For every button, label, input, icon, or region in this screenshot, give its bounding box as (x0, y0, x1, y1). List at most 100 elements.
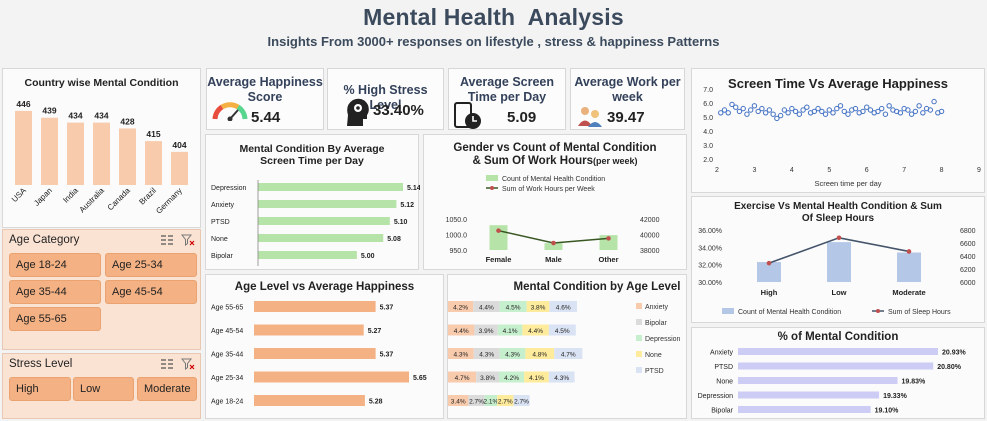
stress-chip-high[interactable]: High (9, 377, 71, 401)
age-condition-segment (513, 395, 530, 406)
exercise-y-tick: 32.00% (698, 263, 722, 270)
age-condition-segment (476, 371, 499, 383)
pct-condition-bar (738, 406, 871, 413)
scatter-point (792, 108, 799, 115)
exercise-line-marker (906, 249, 912, 254)
scatter-point (785, 110, 791, 116)
exercise-bar (827, 242, 851, 282)
screen-happiness-panel: Screen Time Vs Average Happiness 2.0 3.0 4… (691, 68, 985, 193)
gender-line-marker (551, 240, 556, 246)
page-subtitle: Insights From 3000+ responses on lifesty… (267, 34, 720, 49)
pct-condition-panel: % of Mental Condition Anxiety 20.93% PTSD 2… (691, 327, 985, 419)
exercise-x-tick: Low (832, 288, 847, 297)
dashboard-header: Mental Health Analysis Insights From 300… (0, 4, 987, 49)
country-tick-label: Germany (154, 186, 184, 216)
screen-condition-category-label: Anxiety (211, 202, 234, 209)
scatter-point (897, 110, 904, 116)
scatter-point (841, 108, 847, 115)
scatter-point (938, 108, 945, 115)
scatter-point (931, 98, 937, 105)
country-bar (41, 117, 58, 185)
age-condition-chart: 4.2% 4.4% 4.5% 3.8% 4.6% 4.4% 3.9% 4.1% 4.4% 4.5%… (448, 301, 681, 406)
age-condition-legend-label: Depression (645, 336, 681, 343)
exercise-y2-tick: 6600 (960, 241, 976, 248)
clear-filter-icon[interactable] (181, 358, 195, 370)
pct-condition-value-label: 20.80% (937, 364, 962, 371)
scatter-point (819, 108, 825, 115)
kpi-happiness-label: Average Happiness Score (207, 75, 323, 104)
exercise-panel: Exercise Vs Mental Health Condition & Su… (691, 196, 985, 323)
gender-line-marker (606, 236, 611, 241)
age-condition-segment (473, 301, 500, 312)
gender-x-tick: Other (598, 255, 618, 264)
age-happiness-bar (254, 371, 409, 383)
age-happiness-bar (254, 395, 365, 406)
age-condition-legend-label: Bipolar (645, 320, 667, 327)
screen-condition-value-label: 5.10 (394, 219, 408, 226)
age-condition-segment (499, 371, 525, 383)
scatter-x-tick: 5 (827, 167, 831, 174)
gauge-icon (212, 102, 248, 121)
stress-chip-low[interactable]: Low (73, 377, 134, 401)
age-chip-18-24[interactable]: Age 18-24 (9, 253, 101, 277)
age-condition-legend-swatch (636, 367, 642, 373)
age-happiness-category-label: Age 25-34 (211, 375, 243, 382)
screen-condition-bar (258, 200, 397, 208)
multi-select-icon[interactable] (160, 358, 174, 370)
gender-legend-marker (490, 186, 494, 190)
scatter-point (837, 103, 844, 109)
country-tick-label: Japan (32, 186, 54, 208)
kpi-happiness-value: 5.44 (251, 109, 281, 126)
pct-condition-category-label: PTSD (714, 364, 733, 371)
country-chart-title: Country wise Mental Condition (24, 77, 179, 89)
age-chip-25-34[interactable]: Age 25-34 (105, 253, 197, 277)
age-chip-45-54[interactable]: Age 45-54 (105, 280, 197, 304)
age-condition-segment (473, 348, 500, 359)
age-condition-segment (468, 395, 485, 406)
age-happiness-value-label: 5.65 (413, 375, 427, 382)
scatter-point (796, 111, 803, 117)
gender-y-tick: 1050.0 (446, 217, 468, 224)
country-bar-label: 439 (42, 106, 56, 116)
scatter-point (905, 107, 911, 113)
scatter-y-tick: 5.0 (703, 115, 713, 122)
scatter-point (747, 107, 754, 113)
screen-condition-bar (258, 251, 357, 259)
age-condition-segment (526, 301, 550, 312)
country-chart: 446 USA 439 Japan 434 India 434 Australia 428 Can… (10, 99, 188, 216)
pct-condition-title: % of Mental Condition (777, 331, 899, 343)
age-chip-35-44[interactable]: Age 35-44 (9, 280, 101, 304)
gender-bar (544, 243, 563, 250)
age-happiness-chart: Age 55-65 5.37 Age 45-54 5.27 Age 35-44 5.37 A… (211, 301, 427, 406)
age-condition-segment (497, 324, 523, 336)
stress-chip-moderate[interactable]: Moderate (137, 377, 197, 401)
age-condition-segment (554, 348, 583, 359)
age-condition-segment (448, 371, 477, 383)
gender-y-tick: 950.0 (449, 248, 467, 255)
screen-condition-category-label: Bipolar (211, 253, 233, 260)
age-condition-legend-swatch (636, 351, 642, 357)
age-condition-segment-label: 4.3% (453, 352, 468, 359)
age-condition-segment (497, 395, 514, 406)
screen-condition-title: Mental Condition By Average Screen Time … (239, 143, 385, 168)
age-chip-55-65[interactable]: Age 55-65 (9, 307, 101, 331)
age-condition-segment-label: 4.5% (506, 305, 521, 312)
scatter-x-tick: 3 (752, 167, 756, 174)
kpi-work-value: 39.47 (607, 109, 645, 126)
kpi-screen-value: 5.09 (507, 109, 537, 126)
multi-select-icon[interactable] (160, 234, 174, 246)
kpi-screen-label: Average Screen Time per Day (459, 75, 555, 104)
age-happiness-title: Age Level vs Average Happiness (234, 281, 415, 293)
kpi-work: Average Work per week 39.47 (570, 68, 685, 130)
age-happiness-category-label: Age 35-44 (211, 352, 243, 359)
age-category-slicer: Age Category Age 18-24 Age 25-34 Age 35-… (2, 229, 201, 350)
age-condition-panel: Mental Condition by Age Level 4.2% 4.4% 4.… (447, 274, 687, 419)
clear-filter-icon[interactable] (181, 234, 195, 246)
age-condition-segment-label: 4.4% (479, 305, 494, 312)
scatter-point (759, 105, 765, 112)
exercise-x-tick: Moderate (892, 288, 925, 297)
age-condition-segment (549, 301, 577, 312)
country-bar-label: 404 (172, 140, 186, 150)
exercise-legend-swatch (722, 308, 734, 314)
scatter-x-tick: 6 (865, 167, 869, 174)
